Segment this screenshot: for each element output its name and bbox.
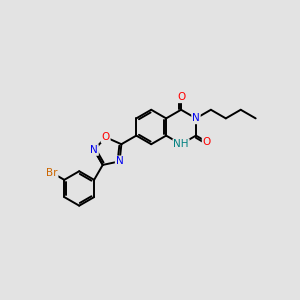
- Text: N: N: [116, 156, 124, 166]
- Text: O: O: [101, 132, 110, 142]
- Text: NH: NH: [173, 139, 189, 149]
- Text: O: O: [202, 137, 211, 147]
- Text: O: O: [177, 92, 185, 102]
- Text: N: N: [90, 145, 98, 155]
- Text: Br: Br: [46, 168, 58, 178]
- Text: N: N: [192, 113, 200, 123]
